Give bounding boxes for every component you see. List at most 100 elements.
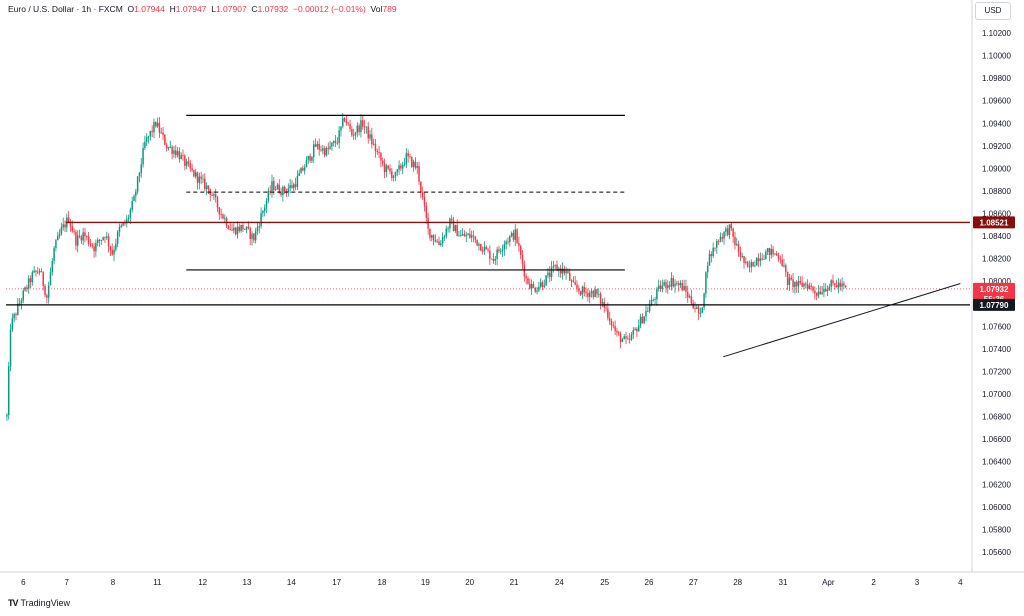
tradingview-brand[interactable]: TV TradingView: [8, 598, 70, 608]
candle-body: [378, 152, 380, 154]
price-tick-label: 1.05800: [982, 525, 1011, 534]
price-tick-label: 1.08800: [982, 187, 1011, 196]
candle-body: [125, 219, 128, 224]
candle-body: [387, 165, 389, 169]
candle-body: [480, 243, 482, 251]
candle-body: [663, 282, 665, 286]
candle-body: [612, 325, 615, 327]
candle-body: [100, 239, 103, 241]
candle-body: [645, 311, 647, 317]
candle-body: [815, 293, 818, 296]
currency-button[interactable]: USD: [975, 2, 1011, 20]
candle-body: [214, 194, 217, 198]
candle-body: [55, 240, 57, 248]
candle-body: [280, 192, 282, 196]
candle-body: [463, 234, 466, 237]
candle-body: [654, 299, 656, 301]
candle-body: [841, 283, 843, 287]
candle-body: [790, 277, 792, 280]
candle-body: [273, 181, 275, 191]
candle-body: [697, 307, 700, 314]
candle-body: [149, 130, 152, 137]
candle-body: [423, 197, 426, 206]
candle-body: [282, 186, 284, 196]
candle-body: [834, 283, 836, 286]
candle-body: [823, 288, 825, 293]
candle-body: [300, 168, 302, 174]
candle-body: [619, 333, 622, 342]
candle-body: [714, 247, 716, 249]
candle-body: [454, 225, 457, 232]
candle-body: [269, 190, 271, 192]
candle-body: [665, 282, 667, 288]
candle-body: [681, 282, 684, 291]
candle-body: [563, 268, 566, 274]
candle-body: [403, 164, 406, 166]
candle-body: [757, 258, 760, 262]
candle-body: [305, 159, 308, 168]
candle-body: [372, 143, 375, 145]
candle-body: [512, 232, 515, 240]
candle-body: [420, 181, 422, 192]
candle-body: [632, 330, 635, 335]
candle-body: [636, 328, 638, 332]
candle-body: [745, 261, 747, 263]
candle-body: [703, 293, 705, 308]
candle-body: [347, 123, 349, 125]
candle-body: [332, 141, 335, 143]
candle-body: [351, 128, 353, 136]
time-tick-label: 14: [287, 578, 296, 587]
candle-body: [614, 326, 616, 331]
candle-body: [590, 291, 593, 294]
candle-body: [78, 235, 81, 237]
candle-body: [243, 228, 246, 230]
candle-body: [427, 217, 429, 229]
candle-body: [559, 268, 562, 274]
candle-body: [799, 280, 802, 283]
candle-body: [187, 161, 190, 164]
candle-body: [657, 285, 660, 289]
candle-body: [180, 155, 182, 160]
candle-body: [260, 213, 262, 227]
ascending-trendline[interactable]: [723, 282, 961, 358]
candle-body: [263, 207, 266, 211]
candle-body: [374, 143, 377, 152]
candle-body: [828, 286, 831, 290]
candle-body: [726, 228, 729, 235]
price-tick-label: 1.09400: [982, 119, 1011, 128]
candle-body: [505, 241, 507, 245]
candle-body: [429, 228, 431, 238]
candle-body: [240, 224, 242, 232]
price-tick-label: 1.08400: [982, 232, 1011, 241]
candle-body: [489, 250, 491, 259]
candle-body: [251, 233, 253, 240]
candle-body: [683, 285, 685, 291]
candle-body: [93, 246, 95, 252]
candle-body: [102, 237, 104, 240]
candle-body: [661, 285, 664, 289]
candle-body: [605, 307, 607, 309]
candle-body: [138, 173, 141, 177]
candle-body: [345, 121, 348, 124]
candle-body: [794, 281, 796, 287]
price-tick-label: 1.07600: [982, 322, 1011, 331]
candle-body: [509, 236, 511, 243]
candle-body: [227, 226, 230, 229]
candle-body: [728, 224, 731, 235]
tradingview-logo-icon: TV: [8, 598, 18, 608]
candle-body: [637, 325, 640, 332]
candle-body: [318, 143, 320, 150]
candle-body: [710, 254, 713, 256]
candle-body: [194, 172, 197, 177]
candle-body: [47, 285, 50, 298]
candle-body: [775, 253, 778, 256]
time-tick-label: 25: [600, 578, 609, 587]
candle-body: [507, 241, 509, 243]
candle-body: [832, 280, 834, 284]
candle-body: [11, 318, 14, 330]
candle-body: [456, 225, 458, 237]
candle-body: [151, 130, 153, 133]
candle-body: [418, 165, 420, 182]
candle-body: [356, 125, 359, 133]
